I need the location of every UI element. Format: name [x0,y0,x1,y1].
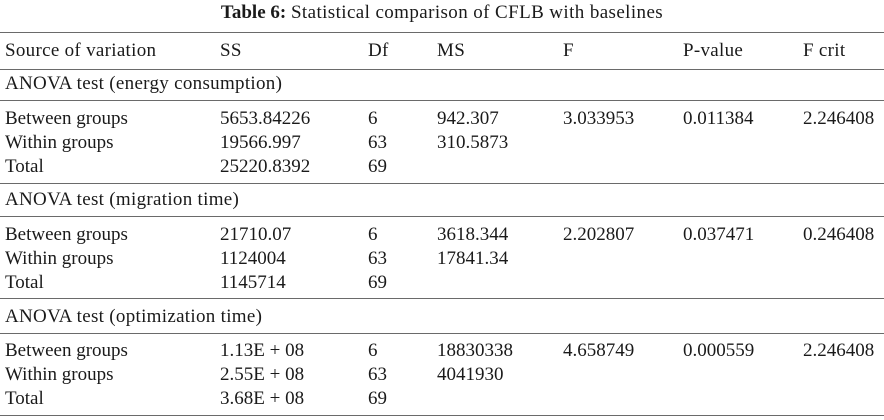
cell-df: 69 [368,272,387,293]
section-1-bottom-rule [0,183,884,184]
cell-source: Total [5,272,44,293]
cell-df: 6 [368,340,378,361]
cell-df: 63 [368,248,387,269]
header-source: Source of variation [5,40,157,61]
section-2-bottom-rule [0,298,884,299]
cell-source: Between groups [5,340,128,361]
cell-ss: 1145714 [220,272,286,293]
cell-f-crit: 2.246408 [803,108,875,129]
table-caption-label: Table 6: [220,2,287,23]
section-2-rule [0,216,884,217]
cell-ss: 19566.997 [220,132,301,153]
cell-ms: 18830338 [437,340,513,361]
cell-df: 6 [368,108,378,129]
header-f-crit: F crit [803,40,846,61]
cell-df: 69 [368,156,387,177]
cell-source: Within groups [5,364,114,385]
cell-p-value: 0.037471 [683,224,755,245]
section-title: ANOVA test (energy consumption) [5,73,283,94]
cell-ms: 4041930 [437,364,504,385]
cell-source: Total [5,156,44,177]
cell-df: 69 [368,388,387,409]
cell-source: Within groups [5,132,114,153]
cell-df: 63 [368,132,387,153]
cell-ss: 5653.84226 [220,108,311,129]
cell-ss: 21710.07 [220,224,292,245]
table-top-rule [0,32,884,33]
table-caption-text: Statistical comparison of CFLB with base… [290,2,664,23]
cell-source: Between groups [5,224,128,245]
section-3-rule [0,333,884,334]
cell-df: 6 [368,224,378,245]
cell-ss: 1124004 [220,248,286,269]
cell-f: 3.033953 [563,108,635,129]
cell-p-value: 0.011384 [683,108,754,129]
header-ss: SS [220,40,242,61]
cell-ss: 25220.8392 [220,156,311,177]
cell-f-crit: 0.246408 [803,224,875,245]
cell-source: Within groups [5,248,114,269]
cell-f: 2.202807 [563,224,635,245]
header-p-value: P-value [683,40,744,61]
cell-ms: 17841.34 [437,248,509,269]
header-f: F [563,40,574,61]
cell-ms: 942.307 [437,108,499,129]
table-caption: Table 6: Statistical comparison of CFLB … [0,2,884,24]
section-title: ANOVA test (optimization time) [5,306,263,327]
header-df: Df [368,40,389,61]
cell-f-crit: 2.246408 [803,340,875,361]
cell-ms: 3618.344 [437,224,509,245]
cell-ms: 310.5873 [437,132,509,153]
cell-f: 4.658749 [563,340,635,361]
cell-ss: 2.55E + 08 [220,364,305,385]
table-bottom-rule [0,415,884,416]
section-title: ANOVA test (migration time) [5,189,240,210]
header-bottom-rule [0,69,884,70]
header-ms: MS [437,40,466,61]
cell-source: Between groups [5,108,128,129]
cell-ss: 1.13E + 08 [220,340,305,361]
section-1-rule [0,100,884,101]
cell-df: 63 [368,364,387,385]
cell-source: Total [5,388,44,409]
cell-ss: 3.68E + 08 [220,388,305,409]
cell-p-value: 0.000559 [683,340,755,361]
